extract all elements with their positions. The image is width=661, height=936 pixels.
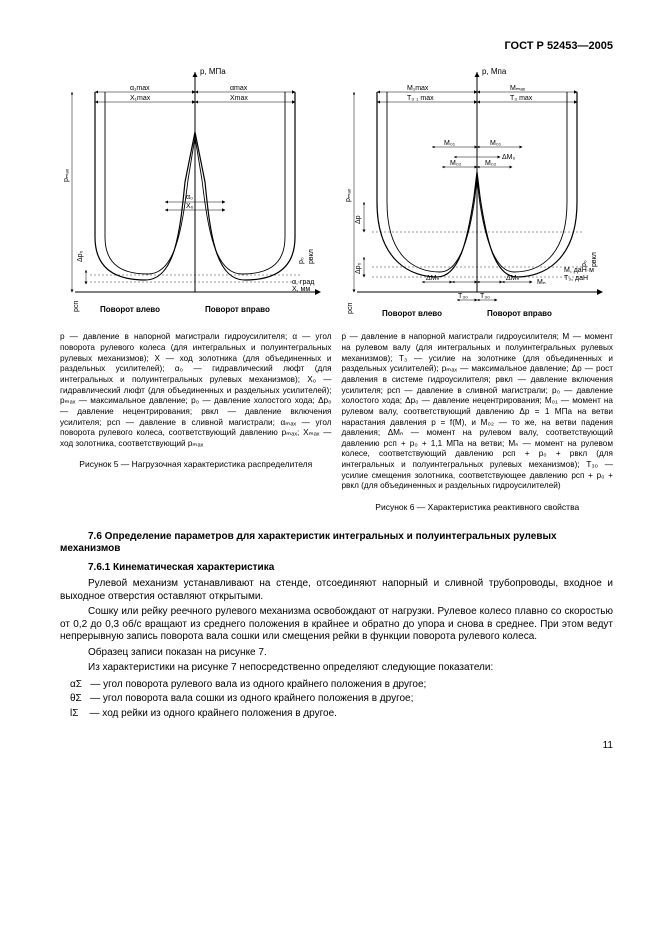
figure6-caption: Рисунок 6 — Характеристика реактивного с… xyxy=(342,502,614,513)
body-paragraph-3: Образец записи показан на рисунке 7. xyxy=(60,647,613,660)
def3-sym: lΣ xyxy=(70,708,78,719)
def-alpha-sigma: αΣ — угол поворота рулевого вала из одно… xyxy=(70,679,613,692)
f5-x0: X₀ xyxy=(186,203,194,210)
f5-p0: p₀ xyxy=(298,257,305,264)
def-l-sigma: lΣ — ход рейки из одного крайнего положе… xyxy=(70,708,613,721)
def3-txt: — ход рейки из одного крайнего положения… xyxy=(90,708,337,719)
f5-xb: X, мм xyxy=(292,286,310,293)
figure6-svg: p, Мпа M₁max T₃ ₁ max Mₘₐₓ T₃ max M₀₁ M₀… xyxy=(342,62,612,322)
f5-left-dir: Поворот влево xyxy=(100,305,160,314)
f5-right-dir: Поворот вправо xyxy=(205,305,270,314)
f5-psp: pсп xyxy=(73,300,80,311)
figure6-desc: p — давление в напорной магистрали гидро… xyxy=(342,332,614,492)
f6-dp0: Δp₀ xyxy=(355,262,362,274)
f6-psp: pсп xyxy=(347,302,354,313)
body-paragraph-2: Сошку или рейку реечного рулевого механи… xyxy=(60,606,613,644)
f6-mmax: Mₘₐₓ xyxy=(510,85,526,92)
f6-m1max: M₁max xyxy=(407,85,429,92)
f5-xmax: Xmax xyxy=(230,95,248,102)
f5-a0: α₀ xyxy=(186,194,193,201)
f6-xbot: T₃, даН xyxy=(564,275,588,282)
f6-t30r: T₃₀ xyxy=(480,293,490,300)
f6-t30l: T₃₀ xyxy=(458,293,468,300)
f6-tmax: T₃ max xyxy=(510,95,533,102)
page-number: 11 xyxy=(60,740,613,753)
def2-sym: θΣ xyxy=(70,693,82,704)
f6-yaxis: p, Мпа xyxy=(482,67,507,76)
f5-yaxis-label: p, МПа xyxy=(200,67,226,76)
f6-m01r: M₀₁ xyxy=(490,140,502,147)
body-paragraph-1: Рулевой механизм устанавливают на стенде… xyxy=(60,578,613,603)
f5-pmax: pₘₐₓ xyxy=(63,168,70,182)
f6-dmp-l: ΔMₙ xyxy=(426,275,440,282)
f6-m02l: M₀₂ xyxy=(450,160,462,167)
section-7-6-title: 7.6 Определение параметров для характери… xyxy=(60,531,613,556)
figure5-svg: p, МПа α₁max X₁max αmax Xmax α₀ X₀ pₘₐₓ … xyxy=(60,62,330,322)
f5-x1max: X₁max xyxy=(130,95,151,102)
f6-t1max: T₃ ₁ max xyxy=(407,95,434,102)
f6-left-dir: Поворот влево xyxy=(382,309,442,318)
def2-txt: — угол поворота вала сошки из одного кра… xyxy=(90,693,413,704)
f6-pmax: pₘₐₓ xyxy=(345,188,352,202)
def1-txt: — угол поворота рулевого вала из одного … xyxy=(90,679,426,690)
def-theta-sigma: θΣ — угол поворота вала сошки из одного … xyxy=(70,693,613,706)
f6-right-dir: Поворот вправо xyxy=(487,309,552,318)
f6-pvkl: pвкл xyxy=(591,252,598,267)
section-7-6-1-title: 7.6.1 Кинематическая характеристика xyxy=(60,562,613,575)
figure5-desc: p — давление в напорной магистрали гидро… xyxy=(60,332,332,449)
f6-mp: Mₙ xyxy=(537,279,546,286)
f6-p0: p₀ xyxy=(581,260,588,267)
f5-xa: α, град xyxy=(292,279,314,286)
figures-row: p, МПа α₁max X₁max αmax Xmax α₀ X₀ pₘₐₓ … xyxy=(60,62,613,517)
f5-a1max: α₁max xyxy=(130,85,150,92)
definitions-list: αΣ — угол поворота рулевого вала из одно… xyxy=(70,679,613,721)
figure5-caption: Рисунок 5 — Нагрузочная характеристика р… xyxy=(60,459,332,470)
def1-sym: αΣ xyxy=(70,679,82,690)
body-paragraph-4: Из характеристики на рисунке 7 непосредс… xyxy=(60,662,613,675)
doc-id: ГОСТ Р 52453—2005 xyxy=(60,40,613,54)
figure5-column: p, МПа α₁max X₁max αmax Xmax α₀ X₀ pₘₐₓ … xyxy=(60,62,332,517)
f6-dmp-r: ΔMₙ xyxy=(506,275,520,282)
f6-m01l: M₀₁ xyxy=(444,140,456,147)
f6-xtop: M, даН·м xyxy=(564,267,594,274)
f5-amax: αmax xyxy=(230,85,248,92)
figure6-column: p, Мпа M₁max T₃ ₁ max Mₘₐₓ T₃ max M₀₁ M₀… xyxy=(342,62,614,517)
f5-pvkl: pвкл xyxy=(308,249,315,264)
f6-m02r: M₀₂ xyxy=(485,160,497,167)
f6-dm0: ΔM₀ xyxy=(502,154,516,161)
f6-dp: Δp xyxy=(355,215,362,224)
f5-dp0: Δp₀ xyxy=(77,250,84,262)
